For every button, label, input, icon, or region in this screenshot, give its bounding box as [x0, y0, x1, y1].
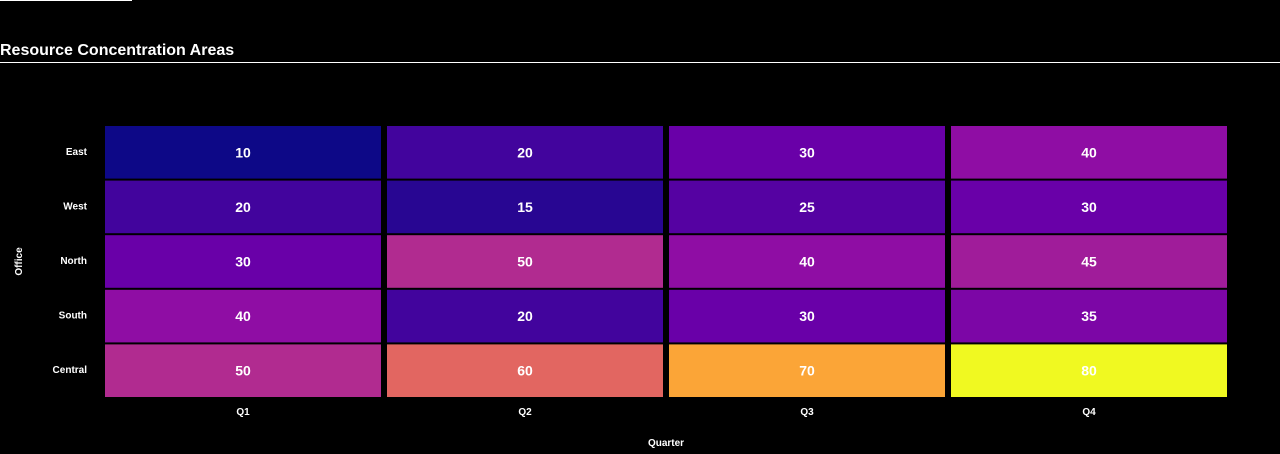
cell-value-label: 40: [799, 254, 815, 270]
cell-value-label: 10: [235, 144, 251, 160]
cell-value-label: 60: [517, 363, 533, 379]
cell-value-label: 50: [235, 363, 251, 379]
title-rule: [0, 62, 1280, 63]
heatmap-cell: [669, 180, 945, 234]
cell-value-label: 30: [799, 308, 815, 324]
cell-value-label: 50: [517, 254, 533, 270]
heatmap-cell: [951, 180, 1227, 234]
heatmap-cell: [105, 235, 381, 288]
heatmap-cell: [387, 344, 663, 397]
y-axis-ticks: East West North South Central: [53, 147, 88, 376]
cell-value-label: 40: [235, 308, 251, 324]
heatmap-cell: [669, 344, 945, 397]
x-tick-label: Q2: [518, 407, 532, 418]
chart-title: Resource Concentration Areas: [0, 42, 235, 59]
heatmap-cell: [387, 289, 663, 343]
heatmap-cell: [951, 126, 1227, 179]
x-axis-ticks: Q1 Q2 Q3 Q4: [236, 407, 1096, 418]
x-axis-label: Quarter: [648, 438, 684, 449]
cell-value-label: 25: [799, 199, 815, 215]
cell-value-label: 20: [517, 308, 533, 324]
heatmap-cell: [387, 235, 663, 288]
cell-value-label: 15: [517, 199, 533, 215]
cell-value-label: 70: [799, 363, 815, 379]
y-tick-label: Central: [53, 365, 88, 376]
x-tick-label: Q1: [236, 407, 250, 418]
y-tick-label: East: [66, 147, 88, 158]
y-tick-label: North: [60, 256, 87, 267]
heatmap-cells: 10 20 30 40 20 15 25 30 30 50 40 45 40 20 30 35 50 60 70 80: [105, 126, 1227, 397]
cell-value-label: 45: [1081, 254, 1097, 270]
heatmap-cell: [669, 126, 945, 179]
cell-value-label: 35: [1081, 308, 1097, 324]
y-axis-label: Office: [14, 247, 25, 276]
cell-value-label: 20: [235, 199, 251, 215]
x-tick-label: Q4: [1082, 407, 1096, 418]
y-tick-label: South: [59, 311, 87, 322]
heatmap-cell: [105, 289, 381, 343]
cell-value-label: 30: [235, 254, 251, 270]
y-tick-label: West: [63, 201, 87, 212]
heatmap-cell: [669, 289, 945, 343]
heatmap-cell: [951, 289, 1227, 343]
heatmap-cell: [105, 126, 381, 179]
heatmap-cell: [105, 180, 381, 234]
heatmap-cell: [951, 344, 1227, 397]
heatmap-cell: [387, 126, 663, 179]
heatmap-cell: [951, 235, 1227, 288]
cell-value-label: 40: [1081, 144, 1097, 160]
cell-value-label: 30: [1081, 199, 1097, 215]
top-rule: [0, 0, 132, 1]
cell-value-label: 20: [517, 144, 533, 160]
heatmap-cell: [387, 180, 663, 234]
cell-value-label: 80: [1081, 363, 1097, 379]
x-tick-label: Q3: [800, 407, 814, 418]
heatmap-cell: [105, 344, 381, 397]
heatmap-cell: [669, 235, 945, 288]
cell-value-label: 30: [799, 144, 815, 160]
